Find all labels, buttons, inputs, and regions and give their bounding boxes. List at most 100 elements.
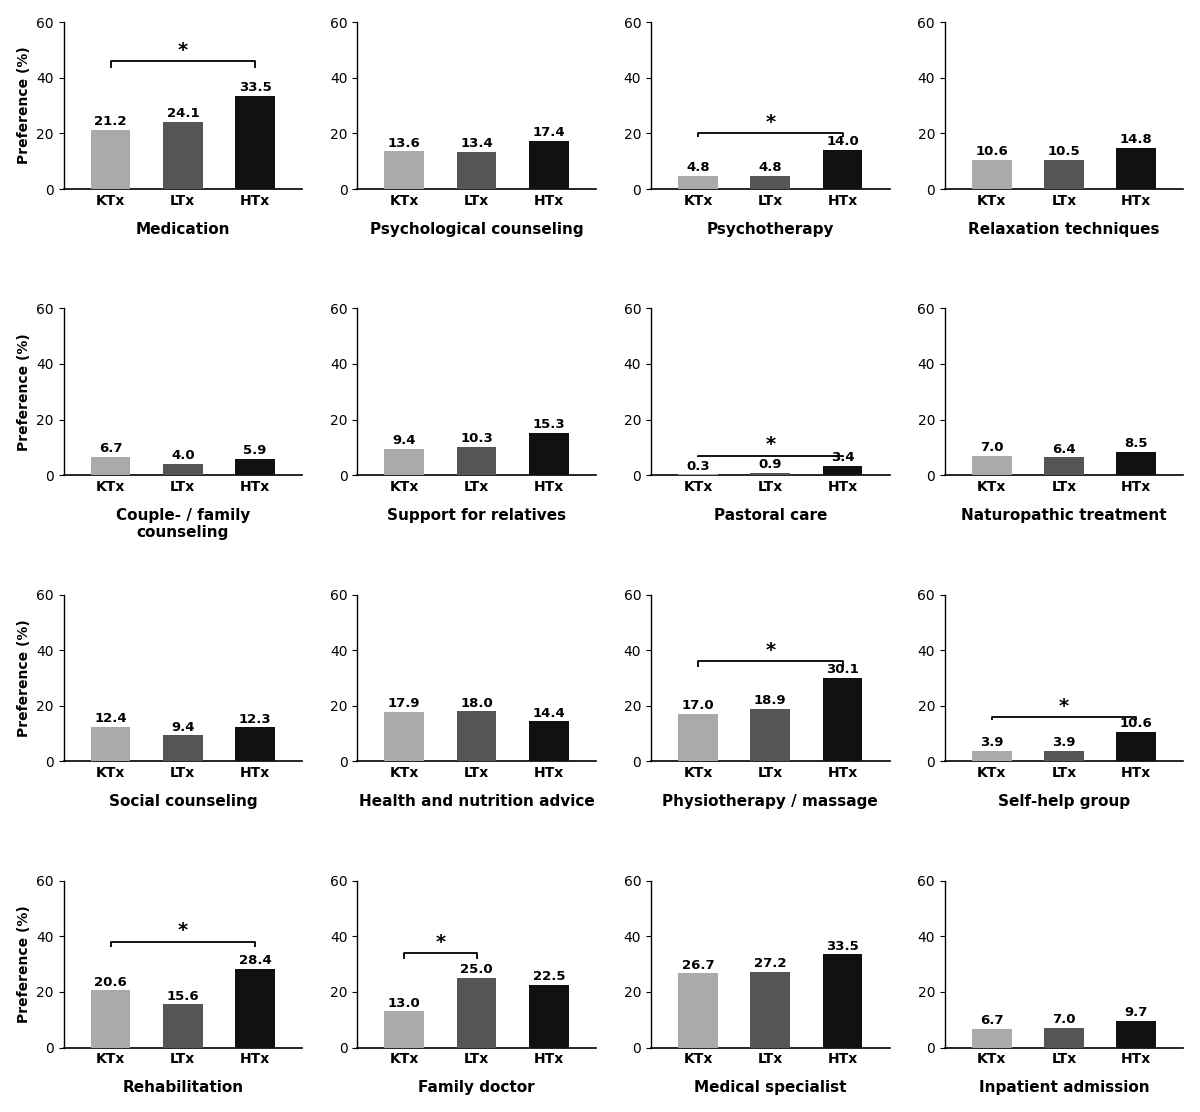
Text: 8.5: 8.5 bbox=[1124, 437, 1148, 450]
Bar bbox=[1116, 1021, 1157, 1048]
Bar bbox=[823, 954, 863, 1048]
Bar bbox=[91, 130, 131, 189]
Text: 15.3: 15.3 bbox=[533, 418, 565, 431]
Bar bbox=[457, 712, 497, 762]
X-axis label: Physiotherapy / massage: Physiotherapy / massage bbox=[662, 794, 878, 810]
X-axis label: Social counseling: Social counseling bbox=[108, 794, 257, 810]
X-axis label: Couple- / family
counseling: Couple- / family counseling bbox=[115, 508, 250, 540]
Bar bbox=[1044, 751, 1084, 762]
X-axis label: Family doctor: Family doctor bbox=[419, 1081, 535, 1095]
Bar bbox=[678, 973, 718, 1048]
Text: 13.4: 13.4 bbox=[461, 137, 493, 150]
Text: 30.1: 30.1 bbox=[827, 663, 859, 676]
Text: 17.0: 17.0 bbox=[682, 699, 714, 713]
Text: *: * bbox=[178, 922, 188, 941]
Text: 6.7: 6.7 bbox=[98, 441, 122, 455]
X-axis label: Self-help group: Self-help group bbox=[998, 794, 1130, 810]
Text: *: * bbox=[1058, 696, 1069, 715]
Bar bbox=[384, 1012, 424, 1048]
Text: 24.1: 24.1 bbox=[167, 108, 199, 120]
Bar bbox=[1116, 451, 1157, 475]
Text: 7.0: 7.0 bbox=[1052, 1013, 1075, 1026]
Text: 33.5: 33.5 bbox=[239, 81, 271, 95]
Bar bbox=[972, 1029, 1012, 1048]
Bar bbox=[750, 708, 790, 762]
X-axis label: Psychotherapy: Psychotherapy bbox=[707, 221, 834, 237]
Text: 14.0: 14.0 bbox=[827, 136, 859, 149]
Bar bbox=[529, 433, 569, 475]
Text: 27.2: 27.2 bbox=[754, 957, 786, 971]
Bar bbox=[163, 735, 203, 762]
Text: 10.3: 10.3 bbox=[461, 431, 493, 445]
Bar bbox=[823, 677, 863, 762]
Bar bbox=[529, 141, 569, 189]
Text: 14.8: 14.8 bbox=[1120, 133, 1153, 147]
Text: 22.5: 22.5 bbox=[533, 971, 565, 983]
Bar bbox=[972, 751, 1012, 762]
Bar bbox=[529, 985, 569, 1048]
Bar bbox=[163, 122, 203, 189]
Bar bbox=[457, 979, 497, 1048]
Bar bbox=[678, 714, 718, 762]
Text: 10.6: 10.6 bbox=[976, 145, 1008, 158]
Text: 10.6: 10.6 bbox=[1120, 717, 1153, 731]
Text: 18.0: 18.0 bbox=[461, 697, 493, 709]
X-axis label: Rehabilitation: Rehabilitation bbox=[122, 1081, 244, 1095]
Bar bbox=[384, 151, 424, 189]
Y-axis label: Preference (%): Preference (%) bbox=[17, 47, 31, 165]
Text: 3.9: 3.9 bbox=[980, 736, 1003, 748]
Bar bbox=[91, 457, 131, 475]
X-axis label: Health and nutrition advice: Health and nutrition advice bbox=[359, 794, 594, 810]
Text: 15.6: 15.6 bbox=[167, 990, 199, 1003]
Text: 9.7: 9.7 bbox=[1124, 1006, 1148, 1019]
Bar bbox=[457, 152, 497, 189]
Text: 13.6: 13.6 bbox=[388, 137, 421, 150]
Text: 4.8: 4.8 bbox=[686, 161, 710, 175]
Bar bbox=[529, 722, 569, 762]
Text: 17.9: 17.9 bbox=[388, 697, 420, 709]
Text: 3.4: 3.4 bbox=[830, 451, 854, 464]
Bar bbox=[91, 727, 131, 762]
Text: 4.0: 4.0 bbox=[172, 449, 194, 463]
Bar bbox=[235, 969, 275, 1048]
Y-axis label: Preference (%): Preference (%) bbox=[17, 905, 31, 1023]
Text: 5.9: 5.9 bbox=[244, 444, 266, 457]
Bar bbox=[235, 96, 275, 189]
Y-axis label: Preference (%): Preference (%) bbox=[17, 619, 31, 737]
Bar bbox=[823, 466, 863, 475]
Text: 28.4: 28.4 bbox=[239, 954, 271, 967]
Text: 12.4: 12.4 bbox=[95, 713, 127, 725]
X-axis label: Pastoral care: Pastoral care bbox=[714, 508, 827, 523]
Text: 14.4: 14.4 bbox=[533, 707, 565, 719]
Text: 20.6: 20.6 bbox=[94, 975, 127, 989]
Text: *: * bbox=[766, 113, 775, 132]
Text: 6.7: 6.7 bbox=[980, 1014, 1003, 1027]
Text: 9.4: 9.4 bbox=[172, 721, 194, 734]
Text: 0.9: 0.9 bbox=[758, 458, 782, 471]
Text: 7.0: 7.0 bbox=[980, 441, 1003, 454]
Bar bbox=[384, 449, 424, 475]
X-axis label: Medication: Medication bbox=[136, 221, 230, 237]
X-axis label: Naturopathic treatment: Naturopathic treatment bbox=[961, 508, 1166, 523]
Text: 6.4: 6.4 bbox=[1052, 443, 1076, 456]
Bar bbox=[1044, 160, 1084, 189]
Text: *: * bbox=[766, 641, 775, 659]
Bar bbox=[235, 459, 275, 475]
Text: *: * bbox=[436, 933, 445, 952]
Text: 26.7: 26.7 bbox=[682, 959, 714, 972]
Text: 21.2: 21.2 bbox=[95, 116, 127, 128]
Bar bbox=[750, 473, 790, 475]
Text: 3.9: 3.9 bbox=[1052, 736, 1075, 748]
Bar bbox=[384, 712, 424, 762]
Bar bbox=[972, 456, 1012, 475]
X-axis label: Inpatient admission: Inpatient admission bbox=[979, 1081, 1150, 1095]
Bar bbox=[1116, 732, 1157, 762]
Text: 10.5: 10.5 bbox=[1048, 146, 1080, 158]
Bar bbox=[823, 150, 863, 189]
X-axis label: Support for relatives: Support for relatives bbox=[388, 508, 566, 523]
Text: 13.0: 13.0 bbox=[388, 996, 421, 1010]
Y-axis label: Preference (%): Preference (%) bbox=[17, 332, 31, 450]
Text: 18.9: 18.9 bbox=[754, 694, 787, 707]
Text: 4.8: 4.8 bbox=[758, 161, 782, 175]
Text: 17.4: 17.4 bbox=[533, 126, 565, 139]
